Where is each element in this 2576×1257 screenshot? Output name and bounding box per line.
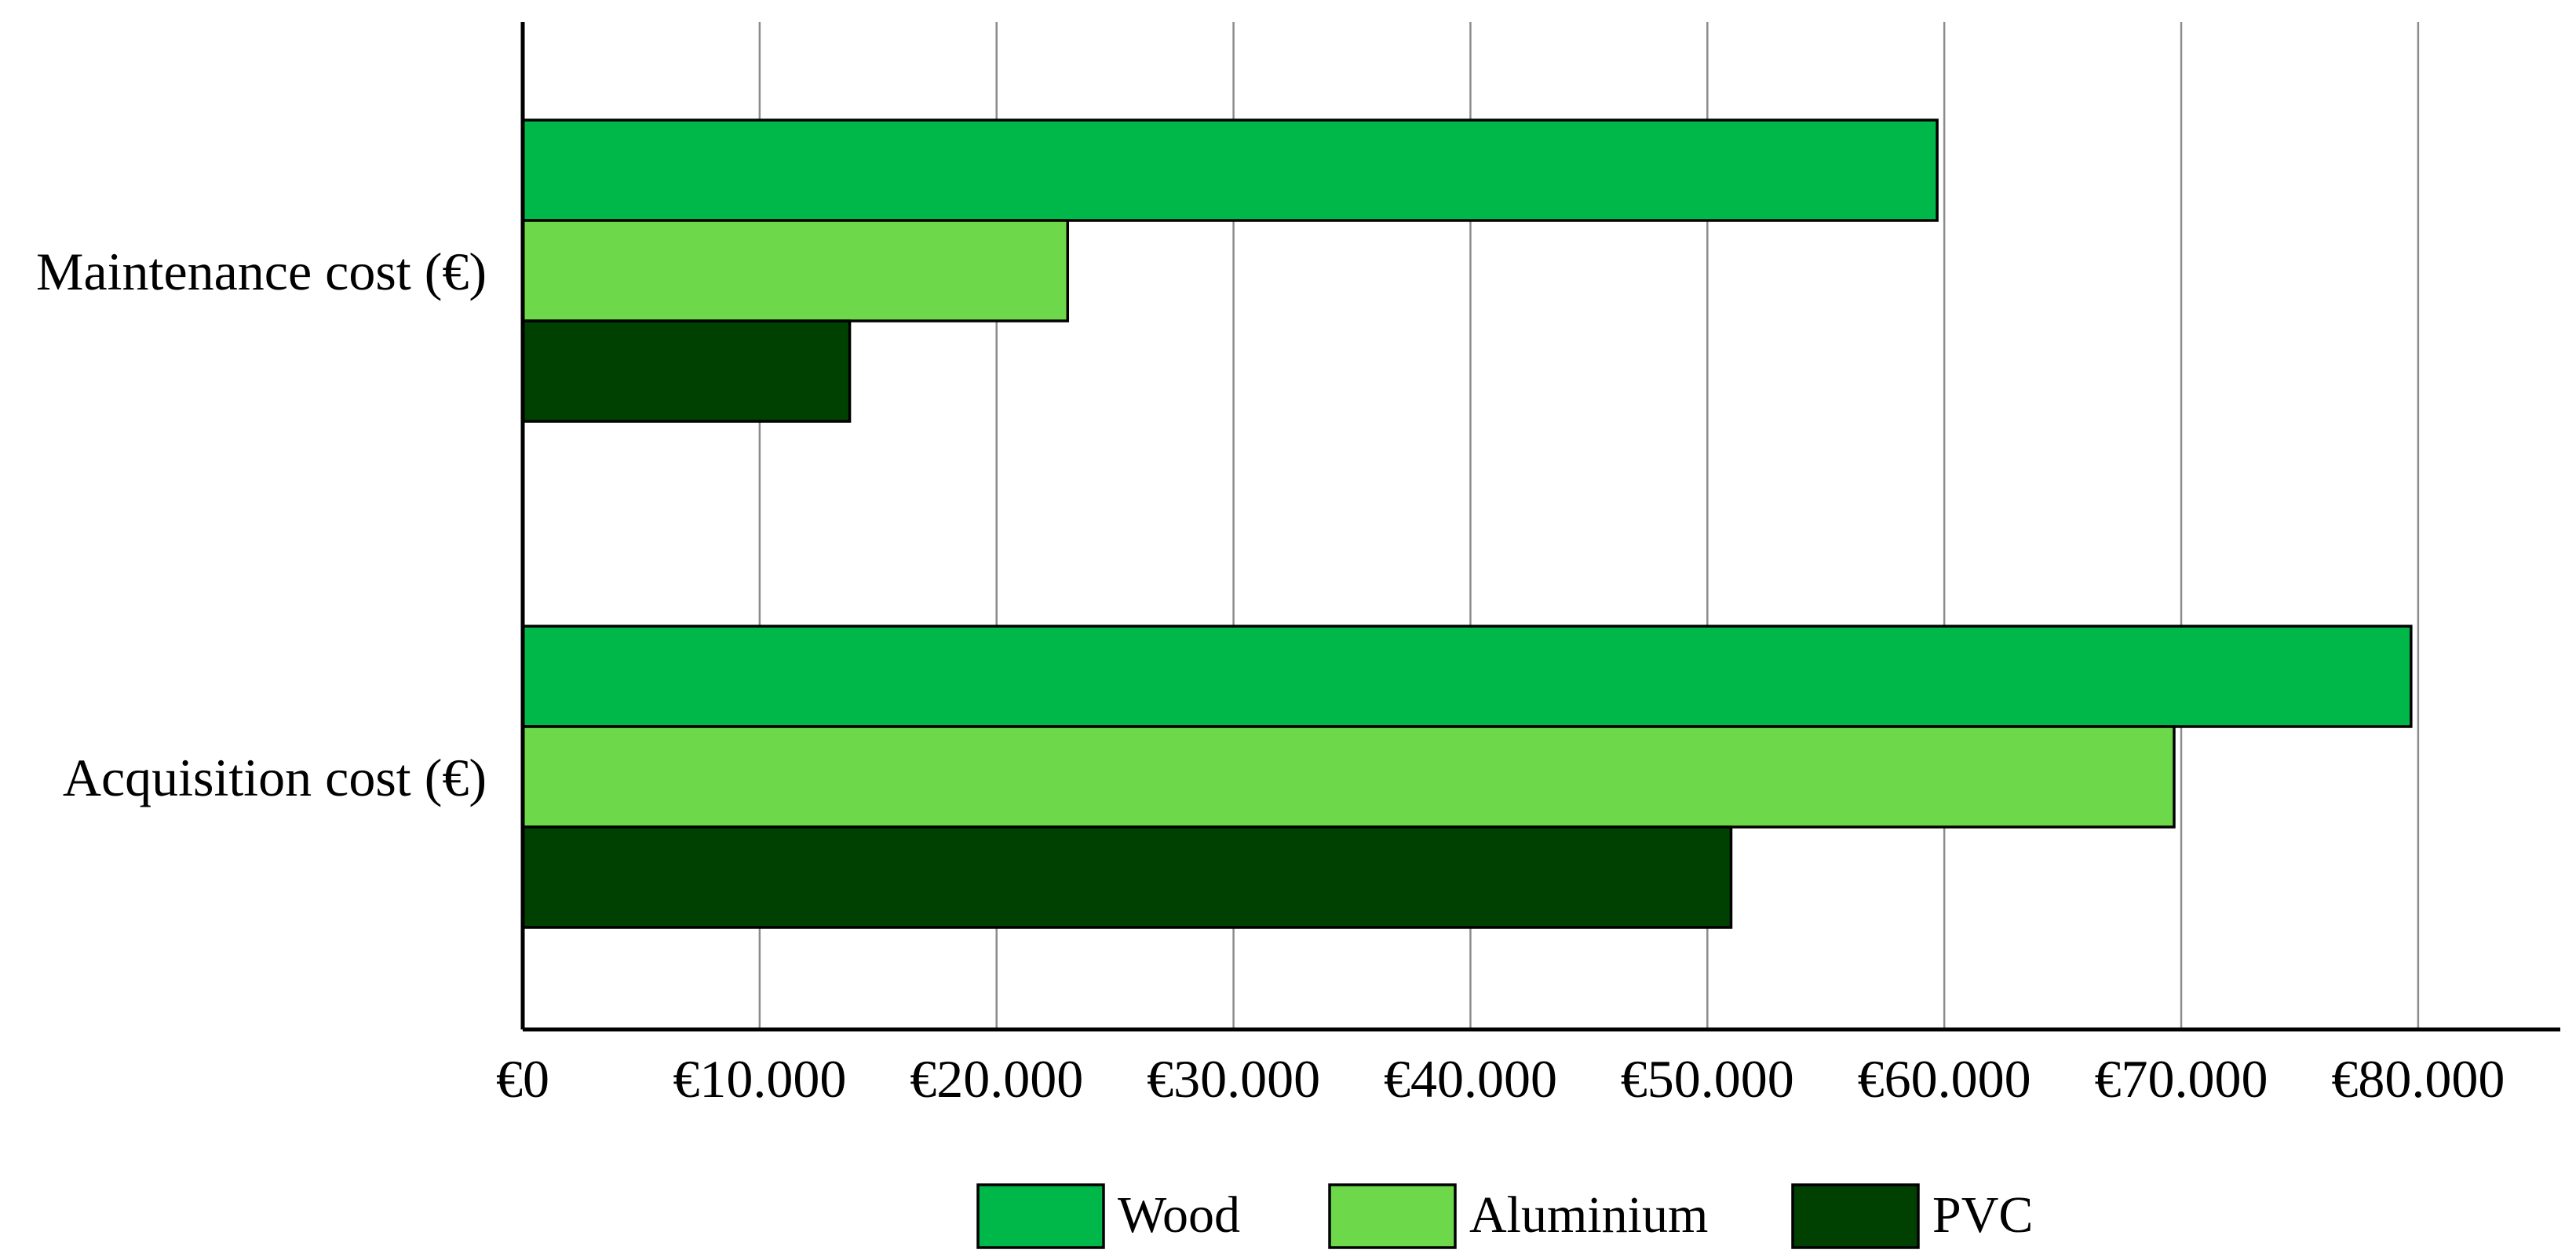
axes (520, 22, 2560, 1032)
legend-label-aluminium: Aluminium (1469, 1186, 1708, 1244)
x-tick-label: €60.000 (1858, 1049, 2031, 1109)
x-tick-label: €50.000 (1621, 1049, 1794, 1109)
x-tick-label: €20.000 (910, 1049, 1083, 1109)
legend-swatch-pvc (1791, 1183, 1920, 1249)
legend-label-wood: Wood (1118, 1186, 1240, 1244)
x-tick-label: €40.000 (1384, 1049, 1557, 1109)
x-tick-label: €30.000 (1147, 1049, 1320, 1109)
category-label: Maintenance cost (€) (36, 242, 487, 301)
legend-label-pvc: PVC (1932, 1186, 2033, 1244)
legend-swatch-aluminium (1328, 1183, 1457, 1249)
x-tick-label: €80.000 (2331, 1049, 2505, 1109)
bar-wood-acquisition (521, 625, 2413, 728)
bars (521, 118, 2413, 929)
legend-swatch-wood (976, 1183, 1105, 1249)
x-tick-labels: €0 €10.000 €20.000 €30.000 €40.000 €50.000 €60… (496, 1049, 2505, 1109)
bar-pvc-acquisition (521, 825, 1733, 929)
category-label: Acquisition cost (€) (63, 748, 487, 807)
bar-aluminium-maintenance (521, 219, 1070, 322)
x-tick-label: €0 (496, 1049, 549, 1109)
x-tick-label: €70.000 (2095, 1049, 2268, 1109)
legend: Wood Aluminium PVC (976, 1183, 2033, 1249)
category-labels: Maintenance cost (€) Acquisition cost (€) (36, 242, 487, 807)
bar-pvc-maintenance (521, 319, 852, 423)
x-tick-label: €10.000 (673, 1049, 846, 1109)
bar-aluminium-acquisition (521, 725, 2176, 829)
bar-wood-maintenance (521, 118, 1939, 222)
